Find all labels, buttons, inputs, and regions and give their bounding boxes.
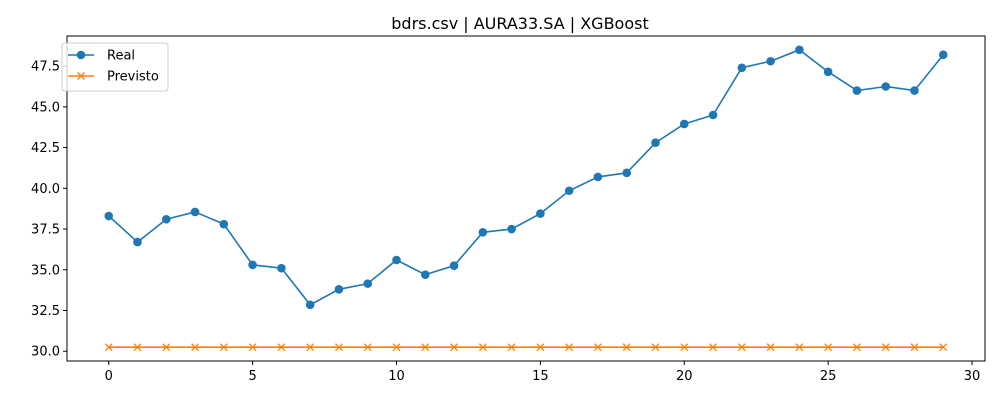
data-point-previsto bbox=[737, 343, 746, 352]
data-point-real bbox=[277, 263, 286, 273]
data-point-previsto bbox=[392, 343, 401, 352]
data-point-previsto bbox=[334, 343, 343, 352]
x-tick-label: 0 bbox=[105, 369, 113, 384]
data-point-real bbox=[651, 138, 660, 148]
data-point-previsto bbox=[507, 343, 516, 352]
legend-marker-previsto bbox=[77, 72, 85, 80]
data-point-real bbox=[823, 67, 833, 77]
data-point-previsto bbox=[162, 343, 171, 352]
data-point-real bbox=[363, 279, 373, 288]
data-point-previsto bbox=[910, 343, 919, 352]
data-point-real bbox=[938, 50, 948, 60]
data-point-real bbox=[305, 300, 315, 310]
data-point-previsto bbox=[766, 343, 775, 352]
data-point-previsto bbox=[881, 343, 890, 352]
data-point-previsto bbox=[133, 343, 142, 352]
data-point-previsto bbox=[680, 343, 689, 352]
x-tick-label: 15 bbox=[532, 369, 549, 384]
data-point-real bbox=[536, 209, 545, 218]
data-point-previsto bbox=[852, 343, 861, 352]
data-point-real bbox=[104, 211, 114, 221]
legend-marker-real bbox=[76, 50, 86, 60]
data-point-real bbox=[564, 186, 574, 196]
y-tick-label: 30.0 bbox=[31, 345, 60, 360]
x-tick-label: 10 bbox=[388, 369, 405, 384]
data-point-previsto bbox=[622, 343, 631, 352]
data-point-real bbox=[219, 219, 229, 229]
y-tick-label: 47.5 bbox=[31, 60, 60, 75]
data-point-real bbox=[420, 270, 430, 279]
data-point-previsto bbox=[939, 343, 948, 352]
data-point-real bbox=[622, 168, 632, 178]
data-point-previsto bbox=[104, 343, 113, 352]
data-point-real bbox=[248, 260, 257, 270]
plot-area bbox=[66, 35, 986, 362]
legend: Real Previsto bbox=[61, 42, 169, 92]
data-point-real bbox=[133, 237, 142, 247]
data-point-previsto bbox=[536, 343, 545, 352]
y-tick-label: 45.0 bbox=[31, 100, 60, 115]
y-tick-label: 40.0 bbox=[31, 182, 60, 197]
data-point-previsto bbox=[651, 343, 660, 352]
data-point-real bbox=[910, 86, 919, 95]
data-point-previsto bbox=[795, 343, 804, 352]
y-tick-label: 32.5 bbox=[31, 304, 60, 319]
x-axis: 0 5 10 15 20 25 30 bbox=[105, 361, 981, 384]
data-point-real bbox=[679, 119, 689, 129]
data-point-previsto bbox=[219, 343, 228, 352]
chart-title: bdrs.csv | AURA33.SA | XGBoost bbox=[391, 14, 648, 33]
data-point-real bbox=[392, 255, 401, 265]
legend-label-real: Real bbox=[107, 49, 135, 64]
data-point-previsto bbox=[593, 343, 602, 352]
data-point-real bbox=[593, 172, 603, 182]
y-axis: 30.0 32.5 35.0 37.5 40.0 42.5 45.0 47.5 bbox=[31, 60, 67, 360]
data-point-real bbox=[478, 228, 488, 237]
y-tick-label: 35.0 bbox=[31, 263, 60, 278]
data-point-real bbox=[507, 224, 516, 234]
data-point-real bbox=[737, 63, 747, 73]
legend-label-previsto: Previsto bbox=[107, 70, 159, 85]
data-point-previsto bbox=[363, 343, 372, 352]
series-layer bbox=[104, 45, 948, 352]
data-point-previsto bbox=[709, 343, 718, 352]
x-tick-label: 25 bbox=[820, 369, 837, 384]
x-tick-label: 5 bbox=[248, 369, 256, 384]
data-point-previsto bbox=[421, 343, 430, 352]
data-point-previsto bbox=[248, 343, 257, 352]
data-point-previsto bbox=[565, 343, 574, 352]
x-tick-label: 20 bbox=[676, 369, 693, 384]
data-point-previsto bbox=[191, 343, 200, 352]
data-point-previsto bbox=[478, 343, 487, 352]
data-point-real bbox=[449, 261, 459, 270]
data-point-real bbox=[766, 56, 775, 66]
data-point-real bbox=[190, 207, 200, 217]
series-line-real bbox=[108, 48, 944, 306]
data-point-real bbox=[334, 285, 344, 294]
y-tick-label: 42.5 bbox=[31, 141, 60, 156]
data-point-previsto bbox=[277, 343, 286, 352]
data-point-real bbox=[852, 86, 862, 95]
data-point-real bbox=[881, 82, 891, 91]
data-point-previsto bbox=[450, 343, 459, 352]
data-point-previsto bbox=[306, 343, 315, 352]
data-point-real bbox=[708, 110, 718, 120]
x-tick-label: 30 bbox=[964, 369, 981, 384]
data-point-real bbox=[795, 45, 804, 55]
data-point-real bbox=[161, 214, 171, 224]
y-tick-label: 37.5 bbox=[31, 223, 60, 238]
data-point-previsto bbox=[824, 343, 833, 352]
